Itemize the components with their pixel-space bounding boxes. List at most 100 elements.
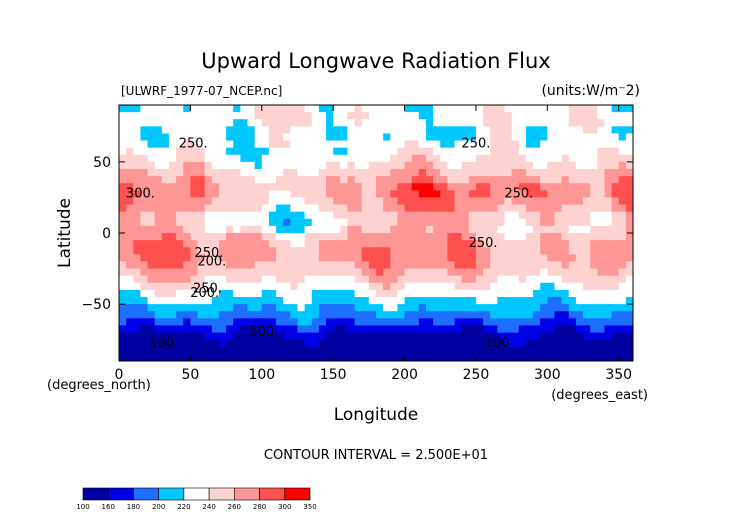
heatmap-cell [261,211,270,220]
heatmap-cell [597,161,605,170]
heatmap-cell [340,140,348,149]
heatmap-cell [475,268,484,277]
heatmap-cell [140,161,149,170]
heatmap-cell [511,147,520,156]
heatmap-cell [126,197,134,206]
heatmap-cell [168,190,177,198]
heatmap-cell [597,346,605,355]
heatmap-cell [490,169,498,177]
heatmap-cell [504,289,513,298]
heatmap-cell [204,346,213,355]
heatmap-cell [283,133,291,142]
heatmap-cell [433,304,441,312]
heatmap-cell [490,332,498,341]
heatmap-cell [461,261,470,270]
heatmap-cell [433,318,441,326]
heatmap-cell [475,247,484,255]
heatmap-cell [176,275,184,284]
heatmap-cell [540,161,548,170]
heatmap-cell [233,275,241,284]
heatmap-cell [233,119,241,127]
heatmap-cell [461,240,470,248]
heatmap-cell [447,119,456,127]
heatmap-cell [497,268,505,277]
heatmap-cell [183,304,191,312]
heatmap-cell [597,154,605,163]
heatmap-cell [561,297,570,305]
heatmap-cell [218,240,227,248]
heatmap-cell [511,297,520,305]
heatmap-cell [454,304,463,312]
heatmap-cell [254,218,263,227]
heatmap-cell [126,218,134,227]
heatmap-cell [311,332,320,341]
heatmap-cell [397,169,406,177]
heatmap-cell [261,325,270,334]
heatmap-cell [183,353,191,361]
heatmap-cell [361,325,370,334]
heatmap-cell [197,133,206,142]
heatmap-cell [490,161,498,170]
heatmap-cell [147,154,156,163]
heatmap-cell [183,112,191,120]
heatmap-cell [190,268,199,277]
heatmap-cell [268,225,277,234]
heatmap-cell [268,304,277,312]
heatmap-cell [197,218,206,227]
heatmap-cell [518,275,527,284]
heatmap-cell [625,176,633,184]
heatmap-cell [518,161,527,170]
heatmap-cell [168,154,177,163]
heatmap-cell [561,154,570,163]
heatmap-cell [376,218,384,227]
heatmap-cell [404,204,413,213]
heatmap-cell [226,311,234,319]
heatmap-cell [140,297,149,305]
heatmap-cell [611,233,620,241]
heatmap-cell [333,339,341,348]
heatmap-cell [347,268,356,277]
heatmap-cell [447,211,456,220]
heatmap-cell [383,275,391,284]
heatmap-cell [190,190,199,198]
colorbar: 100 160 180 200 220 240 260 280 300 350 [76,487,317,511]
heatmap-cell [590,183,598,191]
heatmap-cell [425,275,434,284]
heatmap-cell [226,154,234,163]
heatmap-cell [540,346,548,355]
heatmap-cell [504,318,513,326]
heatmap-cell [404,197,413,206]
heatmap-cell [297,289,306,298]
heatmap-cell [540,311,548,319]
heatmap-cell [226,254,234,262]
heatmap-cell [404,297,413,305]
heatmap-cell [518,240,527,248]
heatmap-cell [604,353,613,361]
heatmap-cell [568,268,577,277]
heatmap-cell [147,126,156,134]
heatmap-cell [604,233,613,241]
heatmap-cell [561,289,570,298]
heatmap-cell [368,197,377,206]
heatmap-cell [276,105,284,113]
heatmap-cell [525,247,534,255]
heatmap-cell [511,126,520,134]
heatmap-cell [204,225,213,234]
heatmap-cell [497,261,505,270]
heatmap-cell [418,147,427,156]
heatmap-cell [533,240,541,248]
heatmap-cell [611,254,620,262]
heatmap-cell [440,147,448,156]
colorbar-tick-label: 200 [152,503,165,511]
heatmap-cell [168,225,177,234]
heatmap-cell [233,161,241,170]
heatmap-cell [247,353,256,361]
heatmap-cell [625,247,633,255]
heatmap-cell [290,304,298,312]
heatmap-cell [625,261,633,270]
heatmap-cell [575,225,584,234]
heatmap-cell [333,190,341,198]
heatmap-cell [533,233,541,241]
heatmap-cell [604,275,613,284]
heatmap-cell [126,183,134,191]
